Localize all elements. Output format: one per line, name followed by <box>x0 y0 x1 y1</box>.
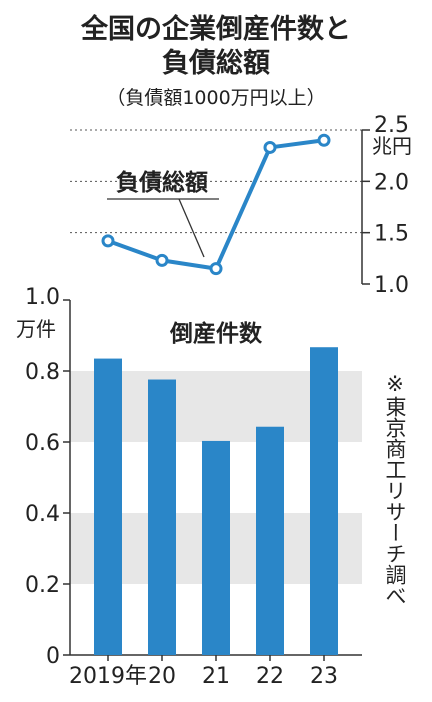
line-y-tick-label: 1.0 <box>374 273 409 298</box>
x-tick-label: 22 <box>256 664 284 689</box>
line-series-points <box>101 133 331 276</box>
line-y-tick-label: 2.0 <box>374 170 409 195</box>
bar-chart-y-ticks: 0 0.2 0.4 0.6 0.8 1.0 <box>25 285 70 669</box>
bar-y-tick-label: 0.2 <box>25 573 60 598</box>
bar <box>310 347 338 655</box>
x-tick-label: 20 <box>148 664 176 689</box>
bar <box>202 440 230 655</box>
line-point <box>101 234 115 248</box>
bar-y-tick-label: 0.8 <box>25 360 60 385</box>
chart-title-line1: 全国の企業倒産件数と <box>80 13 351 45</box>
bar-chart-unit-label: 万件 <box>16 317 56 341</box>
bar-y-tick-label: 0.6 <box>25 431 60 456</box>
line-series-label-leader <box>178 198 205 258</box>
x-axis-ticks: 2019年 20 21 22 23 <box>69 655 338 689</box>
line-point <box>263 140 277 154</box>
line-point <box>209 262 223 276</box>
line-y-tick-label: 1.5 <box>374 222 409 247</box>
bar-series-label: 倒産件数 <box>169 320 263 347</box>
line-chart-y-ticks: 1.0 1.5 2.0 2.5 <box>362 113 409 298</box>
line-series-debt <box>107 138 325 271</box>
x-tick-label: 21 <box>202 664 230 689</box>
bar-y-tick-label: 0.4 <box>25 502 60 527</box>
source-note: ※東京商工リサーチ調べ <box>383 372 407 606</box>
chart-title-line2: 負債総額 <box>162 47 270 79</box>
bar-series-bankruptcies <box>94 347 338 655</box>
x-tick-label: 23 <box>310 664 338 689</box>
line-series-label: 負債総額 <box>116 169 208 196</box>
line-y-tick-label: 2.5 <box>374 113 409 138</box>
x-tick-label: 2019年 <box>69 664 147 689</box>
bar <box>94 358 122 655</box>
line-point <box>155 253 169 267</box>
line-point <box>317 133 331 147</box>
bar <box>256 426 284 655</box>
chart-subtitle: （負債額1000万円以上） <box>106 87 325 109</box>
line-chart-unit-label: 兆円 <box>372 134 412 158</box>
bar-y-tick-label: 1.0 <box>25 285 60 310</box>
line-chart-gridlines <box>70 129 362 234</box>
bar <box>148 379 176 655</box>
bar-y-tick-label: 0 <box>46 644 60 669</box>
